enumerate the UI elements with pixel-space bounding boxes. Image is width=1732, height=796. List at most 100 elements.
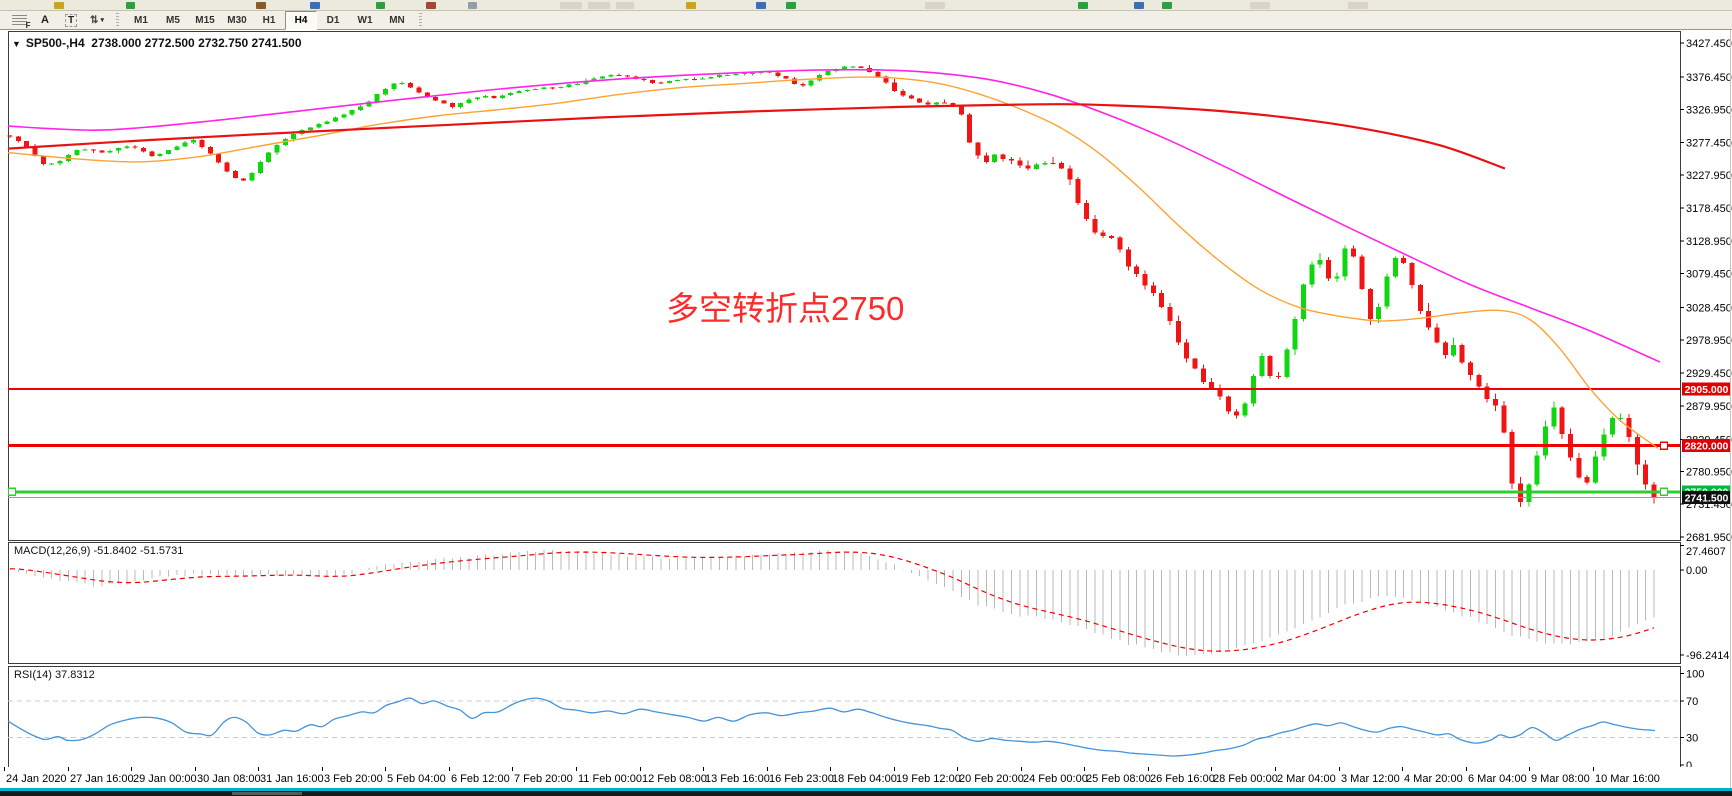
tf-button-m1[interactable]: M1 bbox=[134, 14, 148, 26]
window-edge-bottom bbox=[0, 791, 1732, 796]
axis-tick-label: 2929.450 bbox=[1686, 368, 1732, 380]
line-handle-marker[interactable] bbox=[1659, 441, 1669, 450]
axis-tick-label: 3277.450 bbox=[1686, 137, 1732, 149]
toolbar-icon-fragment bbox=[310, 2, 320, 9]
time-label: 26 Feb 16:00 bbox=[1150, 773, 1215, 785]
tf-button-m30[interactable]: M30 bbox=[227, 14, 247, 26]
main-price-chart[interactable]: 3427.450 3376.450 3326.950 3277.450 3227.950… bbox=[0, 30, 1732, 541]
tool-button-fibonacci-retracement[interactable]: F bbox=[8, 12, 31, 30]
time-axis[interactable]: 24 Jan 2020 27 Jan 16:00 29 Jan 00:00 30 Ja… bbox=[0, 767, 1732, 788]
axis-tick-label: -96.2414 bbox=[1686, 650, 1729, 662]
time-label: 13 Feb 16:00 bbox=[705, 773, 770, 785]
axis-tick-label: 3128.950 bbox=[1686, 236, 1732, 248]
axis-tick-label: 30 bbox=[1686, 733, 1698, 745]
axis-tick-label: 3178.450 bbox=[1686, 203, 1732, 215]
macd-histogram bbox=[9, 549, 1655, 657]
toolbar-icon-fragment bbox=[1250, 2, 1270, 9]
time-label: 16 Feb 23:00 bbox=[769, 773, 834, 785]
tool-button-text[interactable]: A bbox=[34, 12, 56, 28]
toolbar-icon-fragment bbox=[54, 2, 64, 9]
tf-button-h1[interactable]: H1 bbox=[262, 14, 276, 26]
tool-button-arrows[interactable]: ⇅ ▾ bbox=[86, 12, 108, 28]
time-axis-tick bbox=[1339, 767, 1340, 771]
toolbar-icon-fragment bbox=[468, 2, 477, 9]
time-label: 24 Jan 2020 bbox=[6, 773, 67, 785]
time-axis-tick bbox=[385, 767, 386, 771]
time-label: 12 Feb 08:00 bbox=[642, 773, 707, 785]
time-label: 20 Feb 20:00 bbox=[959, 773, 1024, 785]
toolbar-icon-fragment bbox=[1134, 2, 1144, 9]
time-axis-tick bbox=[1593, 767, 1594, 771]
tf-button-m5[interactable]: M5 bbox=[166, 14, 180, 26]
line-handle-marker[interactable] bbox=[1659, 487, 1669, 497]
line-studies-toolbar: F A T ⇅ ▾ bbox=[6, 12, 110, 30]
chart-ohlc-values: 2738.000 2772.500 2732.750 2741.500 bbox=[91, 36, 302, 50]
time-axis-tick bbox=[449, 767, 450, 771]
chart-title: ▼ SP500-,H4 2738.000 2772.500 2732.750 27… bbox=[12, 36, 302, 50]
chart-annotation-text[interactable]: 多空转折点2750 bbox=[666, 290, 905, 327]
axis-tick-label: 2681.950 bbox=[1686, 532, 1732, 541]
axis-tick-label: 0 bbox=[1686, 760, 1692, 767]
line-handle-marker[interactable] bbox=[7, 487, 17, 497]
tf-button-h4[interactable]: H4 bbox=[285, 10, 317, 30]
tool-button-text-label[interactable]: T bbox=[60, 12, 82, 28]
time-axis-tick bbox=[4, 767, 5, 771]
time-axis-tick bbox=[68, 767, 69, 771]
time-label: 6 Mar 04:00 bbox=[1468, 773, 1527, 785]
rsi-indicator-panel[interactable]: 100 70 30 0 bbox=[0, 665, 1732, 767]
toolbar-icon-fragment bbox=[1078, 2, 1088, 9]
time-axis-tick bbox=[703, 767, 704, 771]
tf-button-m15[interactable]: M15 bbox=[195, 14, 215, 26]
time-axis-tick bbox=[258, 767, 259, 771]
toolbar-grip[interactable] bbox=[419, 13, 422, 27]
toolbar-grip[interactable] bbox=[116, 13, 119, 27]
ma-fast-orange-line[interactable] bbox=[7, 76, 1659, 449]
time-label: 29 Jan 00:00 bbox=[133, 773, 197, 785]
time-axis-tick bbox=[322, 767, 323, 771]
time-axis-tick bbox=[1529, 767, 1530, 771]
time-axis-tick bbox=[1021, 767, 1022, 771]
rsi-line[interactable] bbox=[7, 697, 1656, 757]
time-axis-tick bbox=[195, 767, 196, 771]
time-axis-tick bbox=[1402, 767, 1403, 771]
time-label: 2 Mar 04:00 bbox=[1277, 773, 1336, 785]
axis-tick-label: 3227.950 bbox=[1686, 170, 1732, 182]
axis-tick-label: 27.4607 bbox=[1686, 546, 1726, 558]
time-axis-tick bbox=[894, 767, 895, 771]
tf-button-d1[interactable]: D1 bbox=[326, 14, 340, 26]
macd-label: MACD(12,26,9) -51.8402 -51.5731 bbox=[14, 545, 184, 557]
ma-mid-magenta-line[interactable] bbox=[7, 68, 1661, 363]
tf-button-w1[interactable]: W1 bbox=[357, 14, 373, 26]
axis-tick-label: 0.00 bbox=[1686, 565, 1707, 577]
time-label: 5 Feb 04:00 bbox=[387, 773, 446, 785]
time-axis-tick bbox=[767, 767, 768, 771]
tf-button-mn[interactable]: MN bbox=[389, 14, 405, 26]
ma-slow-red-line[interactable] bbox=[7, 103, 1506, 170]
time-axis-tick bbox=[1148, 767, 1149, 771]
axis-tick-label: 3028.450 bbox=[1686, 302, 1732, 314]
chart-symbol-timeframe: SP500-,H4 bbox=[25, 36, 85, 50]
chevron-down-icon[interactable]: ▼ bbox=[12, 39, 21, 49]
price-tag-text: 2820.000 bbox=[1685, 440, 1729, 452]
axis-tick-label: 3326.950 bbox=[1686, 105, 1732, 117]
toolbar-icon-fragment bbox=[786, 2, 796, 9]
macd-indicator-panel[interactable]: 27.4607 0.00 -96.2414 bbox=[0, 541, 1732, 665]
time-label: 19 Feb 12:00 bbox=[896, 773, 961, 785]
toolbar-icon-fragment bbox=[1348, 2, 1368, 9]
toolbar-icon-fragment bbox=[616, 2, 634, 9]
arrows-icon: ⇅ bbox=[90, 14, 99, 26]
timeframes-toolbar: M1 M5 M15 M30 H1 H4 D1 W1 MN bbox=[125, 10, 413, 30]
axis-tick-label: 3427.450 bbox=[1686, 38, 1732, 50]
toolbar-icon-fragment bbox=[126, 2, 135, 9]
time-label: 4 Mar 20:00 bbox=[1404, 773, 1463, 785]
axis-tick-label: 3079.450 bbox=[1686, 269, 1732, 281]
toolbar-icon-fragment bbox=[1162, 2, 1172, 9]
fibonacci-icon: F bbox=[11, 14, 31, 30]
toolbar: F A T ⇅ ▾ M1 M5 M15 M30 H1 H4 D1 W1 MN bbox=[0, 10, 1732, 30]
toolbar-icon-fragment bbox=[376, 2, 385, 9]
time-axis-tick bbox=[512, 767, 513, 771]
axis-tick-label: 2978.950 bbox=[1686, 335, 1732, 347]
time-label: 30 Jan 08:00 bbox=[197, 773, 261, 785]
time-axis-tick bbox=[1275, 767, 1276, 771]
